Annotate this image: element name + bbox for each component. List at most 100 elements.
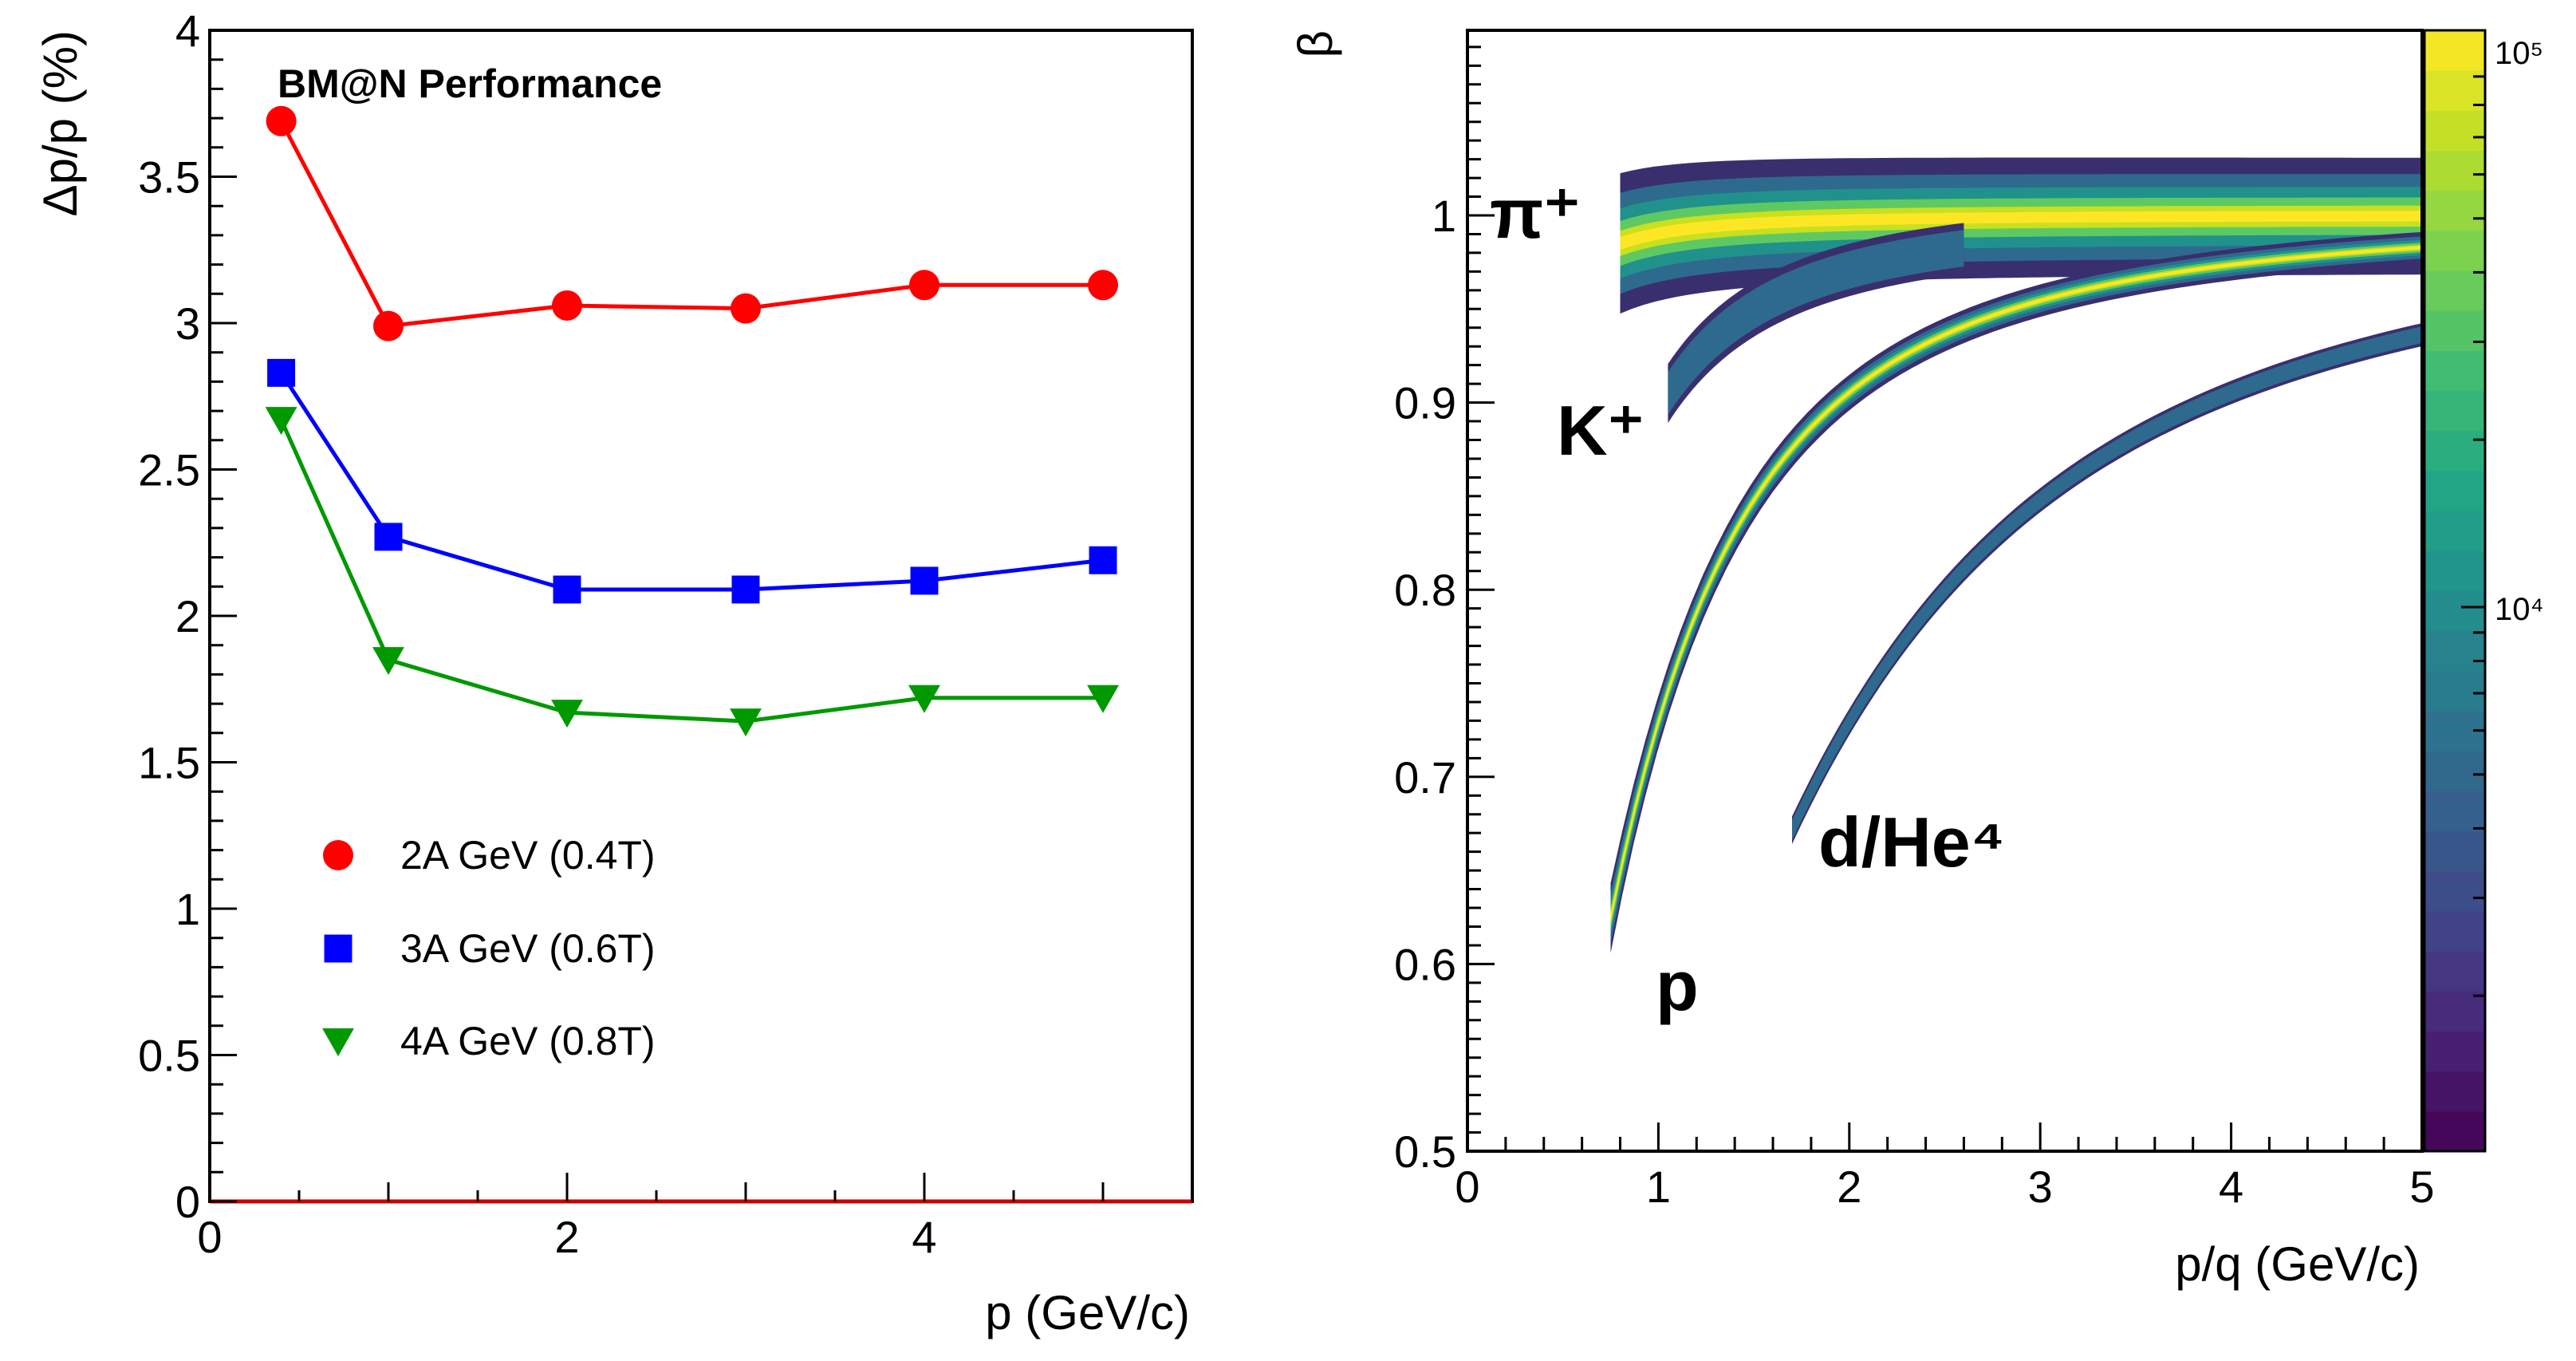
colorbar-segment [2424,310,2485,352]
particle-label: p [1656,946,1699,1025]
data-point [553,575,581,604]
y-tick-label: 1 [175,884,200,934]
particle-label: d/He⁴ [1818,803,2005,882]
colorbar-segment [2424,390,2485,432]
heatmap-band [1610,236,2422,944]
colorbar-segment [2424,190,2485,231]
particle-label: π⁺ [1490,174,1581,253]
y-tick-label: 3.5 [138,152,200,203]
y-tick-label: 3 [175,298,200,349]
legend-marker [322,1028,354,1056]
colorbar-segment [2424,230,2485,271]
colorbar-segment [2424,991,2485,1032]
data-point [1089,546,1117,574]
colorbar-segment [2424,1071,2485,1112]
colorbar-segment [2424,830,2485,872]
legend-label: 4A GeV (0.8T) [400,1019,656,1063]
particle-label: K⁺ [1557,391,1644,470]
heatmap-band [1668,230,1964,415]
particle-labels: π⁺ K⁺ p d/He⁴ [1490,174,2005,1025]
y-tick-label: 0.7 [1394,752,1456,803]
colorbar-segment [2424,350,2485,392]
right-x-tick-labels: 0 1 2 3 4 5 [1455,1162,2434,1212]
data-point [551,700,583,728]
right-y-axis-title: β [1289,30,1342,58]
colorbar-segment [2424,150,2485,191]
left-axis-ticks [208,29,1194,1203]
y-tick-label: 0.5 [138,1031,200,1081]
y-tick-label: 1 [1432,191,1456,241]
data-point [373,310,404,341]
legend-marker [324,934,353,963]
legend-label: 3A GeV (0.6T) [400,926,656,971]
y-tick-label: 0.8 [1394,565,1456,615]
left-x-tick-labels: 0 2 4 [197,1212,936,1262]
legend-label: 2A GeV (0.4T) [400,833,656,878]
heatmap-band [1792,326,2422,841]
data-point [372,647,404,676]
y-tick-label: 4 [175,6,200,56]
data-point [730,708,762,737]
colorbar-segment [2424,1110,2485,1152]
y-tick-label: 0.6 [1394,939,1456,989]
x-tick-label: 0 [1455,1162,1479,1212]
x-tick-label: 1 [1646,1162,1671,1212]
data-point [265,407,297,436]
left-x-axis-title: p (GeV/c) [985,1286,1190,1339]
colorbar-label: 10⁴ [2495,592,2544,627]
data-point [731,575,760,604]
colorbar-label: 10⁵ [2495,36,2543,71]
left-plot-frame [208,29,1194,1203]
x-tick-label: 3 [2028,1162,2053,1212]
heatmap-band [1792,323,2422,845]
series-layer [265,105,1119,737]
colorbar-segment [2424,470,2485,511]
colorbar-segment [2424,670,2485,712]
colorbar-segment [2424,791,2485,832]
colorbar-segment [2424,910,2485,952]
colorbar-segment [2424,951,2485,992]
performance-annotation: BM@N Performance [278,61,662,106]
right-y-tick-labels: 0.5 0.6 0.7 0.8 0.9 1 [1394,191,1456,1177]
left-y-tick-labels: 0 0.5 1 1.5 2 2.5 3 3.5 4 [138,6,200,1227]
colorbar-segment [2424,550,2485,592]
x-tick-label: 5 [2409,1162,2434,1212]
colorbar-segment [2424,30,2485,71]
data-point [908,684,940,713]
x-tick-label: 2 [554,1212,579,1262]
colorbar-segment [2424,1031,2485,1072]
series-line [279,372,1104,592]
colorbar-segment [2424,270,2485,311]
colorbar: 10⁴ 10⁵ [2423,29,2544,1153]
data-point [267,358,296,387]
data-point [731,293,761,324]
colorbar-segment [2424,430,2485,471]
legend: 2A GeV (0.4T) 3A GeV (0.6T) 4A GeV (0.8T) [322,833,656,1063]
colorbar-segment [2424,110,2485,152]
legend-marker [323,840,353,870]
left-y-axis-title: Δp/p (%) [33,30,87,216]
y-tick-label: 0.9 [1394,378,1456,428]
beta-vs-momentum-heatmap: 0.5 0.6 0.7 0.8 0.9 1 0 1 2 3 4 5 β p/q (GeV/c) π⁺… [1289,29,2544,1291]
data-point [266,105,297,136]
data-point [909,270,939,301]
y-tick-label: 0.5 [1394,1126,1456,1177]
x-tick-label: 2 [1837,1162,1861,1212]
x-tick-label: 4 [2219,1162,2243,1212]
y-tick-label: 1.5 [138,738,200,788]
right-x-axis-title: p/q (GeV/c) [2175,1237,2420,1291]
heatmap-band [1620,211,2422,250]
x-tick-label: 0 [197,1212,222,1262]
data-point [374,523,403,551]
data-point [1087,684,1119,713]
right-axis-ticks [1466,45,2424,1153]
data-point [910,566,939,595]
heatmap-bands [1610,157,2422,953]
y-tick-label: 2 [175,591,200,641]
series-line [279,419,1103,724]
resolution-chart: 0 0.5 1 1.5 2 2.5 3 3.5 4 0 2 4 Δp/p (%) p (GeV/c)… [33,6,1194,1339]
y-tick-label: 0 [175,1177,200,1227]
colorbar-frame [2423,29,2487,1153]
x-tick-label: 4 [912,1212,936,1262]
